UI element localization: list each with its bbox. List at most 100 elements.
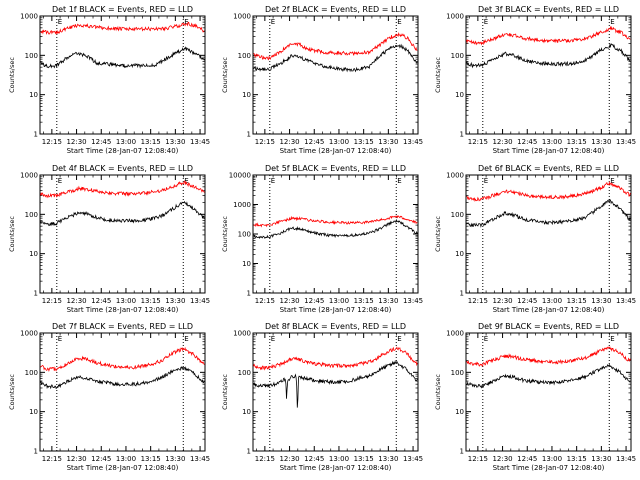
x-tick-label: 13:00 xyxy=(329,297,349,305)
events-series-line xyxy=(40,46,205,69)
x-tick-label: 12:30 xyxy=(492,297,512,305)
x-axis-label: Start Time (28-Jan-07 12:08:40) xyxy=(280,306,392,314)
x-tick-label: 12:30 xyxy=(279,455,299,463)
lld-series-line xyxy=(253,346,418,371)
y-tick-label: 1 xyxy=(34,290,38,298)
y-tick-label: 1000 xyxy=(446,13,464,21)
event-marker-label: E xyxy=(484,335,488,343)
chart-title: Det 7f BLACK = Events, RED = LLD xyxy=(52,322,193,331)
y-tick-label: 1000 xyxy=(20,172,38,180)
x-axis-label: Start Time (28-Jan-07 12:08:40) xyxy=(280,147,392,155)
x-tick-label: 12:30 xyxy=(279,297,299,305)
x-tick-label: 12:15 xyxy=(468,138,488,146)
chart-panel: Det 2f BLACK = Events, RED = LLD 1 10 100 10… xyxy=(221,5,423,155)
event-marker-label: E xyxy=(610,177,614,185)
y-tick-label: 1 xyxy=(247,448,251,456)
x-tick-label: 12:15 xyxy=(42,138,62,146)
events-series-line xyxy=(466,363,631,389)
x-tick-label: 13:45 xyxy=(403,138,423,146)
x-tick-label: 13:15 xyxy=(354,297,374,305)
x-tick-label: 13:00 xyxy=(116,297,136,305)
event-marker-label: E xyxy=(184,177,188,185)
event-marker-label: E xyxy=(484,18,488,26)
x-tick-label: 13:00 xyxy=(542,138,562,146)
x-tick-label: 12:30 xyxy=(66,455,86,463)
event-marker-label: E xyxy=(397,18,401,26)
y-tick-label: 10 xyxy=(455,408,464,416)
x-axis-label: Start Time (28-Jan-07 12:08:40) xyxy=(493,306,605,314)
y-axis-label: Counts/sec xyxy=(434,374,442,410)
x-axis-label: Start Time (28-Jan-07 12:08:40) xyxy=(67,464,179,472)
x-tick-label: 12:45 xyxy=(517,455,537,463)
x-tick-label: 12:45 xyxy=(91,455,111,463)
events-series-line xyxy=(253,359,418,408)
x-tick-label: 13:45 xyxy=(403,455,423,463)
x-tick-label: 13:30 xyxy=(378,138,398,146)
x-tick-label: 12:15 xyxy=(255,455,275,463)
lld-series-line xyxy=(466,346,631,367)
x-tick-label: 13:30 xyxy=(378,455,398,463)
chart-title: Det 6f BLACK = Events, RED = LLD xyxy=(478,164,619,173)
events-series-line xyxy=(253,43,418,73)
chart-title: Det 8f BLACK = Events, RED = LLD xyxy=(265,322,406,331)
y-tick-label: 100 xyxy=(25,211,38,219)
x-tick-label: 13:15 xyxy=(354,138,374,146)
event-marker-label: E xyxy=(58,177,62,185)
x-tick-label: 13:00 xyxy=(116,138,136,146)
y-tick-label: 10 xyxy=(455,91,464,99)
x-tick-label: 12:30 xyxy=(66,297,86,305)
y-tick-label: 100 xyxy=(25,369,38,377)
y-axis-label: Counts/sec xyxy=(221,216,229,252)
chart-panel: Det 7f BLACK = Events, RED = LLD 1 10 100 10… xyxy=(8,322,210,472)
plot-frame xyxy=(39,332,206,452)
y-axis-label: Counts/sec xyxy=(8,374,16,410)
event-marker-label: E xyxy=(184,18,188,26)
y-tick-label: 10 xyxy=(242,91,251,99)
lld-series-line xyxy=(40,21,205,35)
event-marker-label: E xyxy=(397,177,401,185)
events-series-line xyxy=(40,200,205,227)
chart-panel: Det 3f BLACK = Events, RED = LLD 1 10 100 10… xyxy=(434,5,636,155)
y-axis-label: Counts/sec xyxy=(221,374,229,410)
y-tick-label: 100 xyxy=(451,369,464,377)
x-tick-label: 13:30 xyxy=(165,455,185,463)
event-marker-label: E xyxy=(58,335,62,343)
y-tick-label: 1 xyxy=(460,448,464,456)
plot-frame xyxy=(465,15,632,135)
y-tick-label: 1 xyxy=(34,131,38,139)
x-tick-label: 12:45 xyxy=(91,138,111,146)
y-tick-label: 100 xyxy=(238,231,251,239)
x-tick-label: 13:15 xyxy=(141,297,161,305)
y-axis-label: Counts/sec xyxy=(434,57,442,93)
event-marker-label: E xyxy=(484,177,488,185)
plot-frame xyxy=(252,15,419,135)
event-marker-label: E xyxy=(271,177,275,185)
lld-series-line xyxy=(466,180,631,202)
chart-panel: Det 5f BLACK = Events, RED = LLD 1 10 100 10… xyxy=(221,164,423,314)
x-tick-label: 13:30 xyxy=(378,297,398,305)
lld-series-line xyxy=(253,215,418,228)
x-tick-label: 12:45 xyxy=(517,138,537,146)
y-tick-label: 1000 xyxy=(233,13,251,21)
x-tick-label: 12:15 xyxy=(468,455,488,463)
x-tick-label: 13:30 xyxy=(591,455,611,463)
x-tick-label: 12:15 xyxy=(468,297,488,305)
y-tick-label: 10000 xyxy=(229,172,251,180)
y-tick-label: 10 xyxy=(29,408,38,416)
y-tick-label: 100 xyxy=(238,52,251,60)
x-tick-label: 12:45 xyxy=(91,297,111,305)
x-axis-label: Start Time (28-Jan-07 12:08:40) xyxy=(280,464,392,472)
events-series-line xyxy=(40,366,205,390)
lld-series-line xyxy=(253,31,418,61)
x-tick-label: 13:30 xyxy=(591,297,611,305)
y-axis-label: Counts/sec xyxy=(434,216,442,252)
chart-panel: Det 6f BLACK = Events, RED = LLD 1 10 100 10… xyxy=(434,164,636,314)
y-tick-label: 100 xyxy=(238,369,251,377)
chart-title: Det 9f BLACK = Events, RED = LLD xyxy=(478,322,619,331)
x-tick-label: 13:30 xyxy=(165,138,185,146)
event-marker-label: E xyxy=(610,18,614,26)
x-tick-label: 12:15 xyxy=(42,297,62,305)
x-tick-label: 13:45 xyxy=(616,455,636,463)
event-marker-label: E xyxy=(397,335,401,343)
